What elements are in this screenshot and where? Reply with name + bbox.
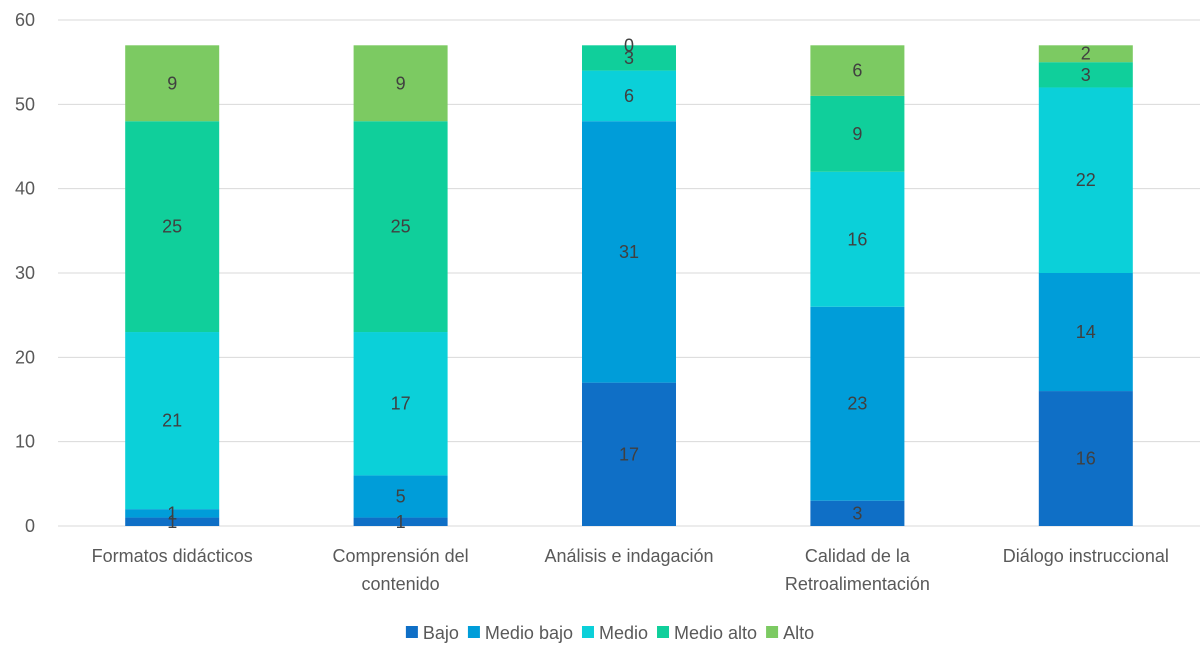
bar-segment	[353, 121, 448, 333]
bar-segment	[353, 332, 448, 476]
bars	[125, 45, 1133, 526]
data-label: 9	[852, 124, 862, 144]
bar-segment	[1038, 45, 1133, 63]
bar-segment	[810, 171, 905, 307]
bar-segment	[125, 121, 220, 333]
data-label: 1	[396, 512, 406, 532]
bar-segment	[125, 332, 220, 510]
y-tick-label: 40	[15, 179, 35, 199]
data-label: 25	[391, 217, 411, 237]
data-label: 23	[847, 394, 867, 414]
data-label: 16	[1076, 449, 1096, 469]
data-label: 22	[1076, 170, 1096, 190]
data-label: 3	[852, 503, 862, 523]
x-category-label: Retroalimentación	[785, 574, 930, 594]
legend-label: Bajo	[423, 623, 459, 643]
bar-segment	[810, 95, 905, 172]
legend-swatch	[581, 626, 594, 638]
bar-segment	[810, 306, 905, 501]
y-tick-label: 0	[25, 516, 35, 536]
bar-segment	[353, 517, 448, 526]
bar-segment	[1038, 87, 1133, 273]
data-label: 0	[624, 35, 634, 55]
data-label: 31	[619, 242, 639, 262]
y-tick-label: 60	[15, 10, 35, 30]
legend-label: Medio	[599, 623, 648, 643]
data-label: 9	[167, 73, 177, 93]
bar-segment	[582, 70, 676, 122]
legend-label: Medio bajo	[485, 623, 573, 643]
data-label: 14	[1076, 322, 1096, 342]
bar-segment	[1038, 273, 1133, 392]
data-label: 6	[852, 61, 862, 81]
legend-label: Alto	[783, 623, 814, 643]
y-tick-label: 20	[15, 347, 35, 367]
legend: Bajo Medio bajo Medio Medio alto Alto	[405, 623, 814, 643]
y-axis: 0 10 20 30 40 50 60	[15, 10, 35, 536]
x-category-label: Formatos didácticos	[92, 546, 253, 566]
bar-segment	[810, 500, 905, 526]
x-category-label: Diálogo instruccional	[1003, 546, 1169, 566]
data-label: 25	[162, 217, 182, 237]
data-label: 9	[396, 73, 406, 93]
bar-segment	[125, 509, 220, 518]
bar-segment	[353, 45, 448, 122]
legend-swatch	[405, 626, 418, 638]
bar-segment	[810, 45, 905, 96]
data-label: 1	[167, 512, 177, 532]
legend-swatch	[467, 626, 480, 638]
x-category-label: Comprensión del	[333, 546, 469, 566]
data-label: 5	[396, 486, 406, 506]
bar-segment	[125, 517, 220, 526]
y-tick-label: 10	[15, 432, 35, 452]
x-axis: Formatos didácticos Comprensión del conten…	[92, 546, 1169, 594]
bar-segment	[1038, 62, 1133, 88]
y-tick-label: 30	[15, 263, 35, 283]
bar-segment	[1038, 391, 1133, 526]
data-label: 1	[167, 503, 177, 523]
bar-segment	[582, 45, 676, 71]
legend-label: Medio alto	[674, 623, 757, 643]
bar-segment	[353, 475, 448, 518]
x-category-label: contenido	[362, 574, 440, 594]
data-label: 17	[619, 444, 639, 464]
bar-segment	[582, 121, 676, 383]
data-label: 17	[391, 394, 411, 414]
data-label: 21	[162, 411, 182, 431]
data-label: 2	[1081, 44, 1091, 64]
data-label: 6	[624, 86, 634, 106]
data-label: 3	[624, 48, 634, 68]
data-label: 3	[1081, 65, 1091, 85]
legend-swatch	[657, 626, 670, 638]
bar-segment	[582, 382, 676, 526]
bar-segment	[125, 45, 220, 122]
x-category-label: Análisis e indagación	[544, 546, 713, 566]
x-category-label: Calidad de la	[805, 546, 911, 566]
legend-swatch	[766, 626, 779, 638]
data-label: 16	[847, 229, 867, 249]
y-tick-label: 50	[15, 94, 35, 114]
